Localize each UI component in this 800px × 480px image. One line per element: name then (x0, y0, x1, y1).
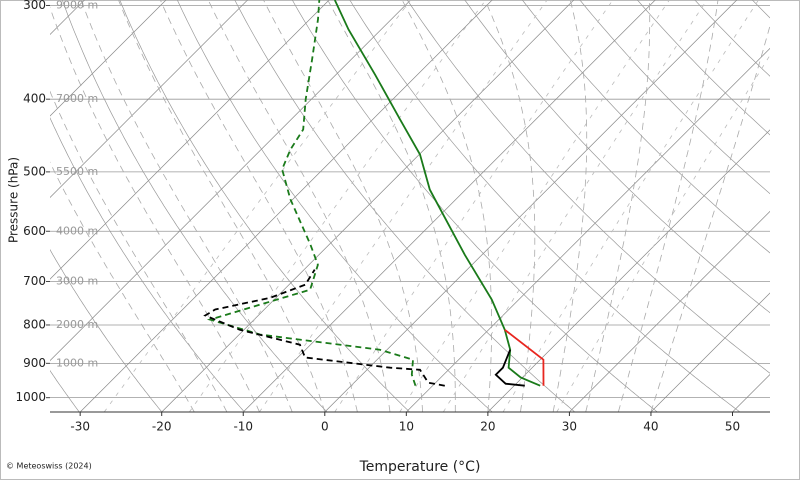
profile-line (494, 349, 525, 387)
moist-adiabat (585, 0, 651, 412)
isotherm (50, 0, 167, 117)
profile-line (333, 0, 541, 387)
moist-adiabat (118, 0, 326, 412)
height-label: 9000 m (56, 0, 98, 11)
y-tick-label: 900 (23, 356, 46, 370)
x-tick-label: 50 (725, 420, 740, 434)
y-tick-label: 700 (23, 274, 46, 288)
height-label: 2000 m (56, 318, 98, 331)
x-tick-label: 0 (321, 420, 329, 434)
dry-adiabat (176, 0, 493, 412)
mixing-ratio-line (189, 0, 487, 412)
y-tick-label: 300 (23, 0, 46, 12)
background-lines (50, 0, 770, 412)
isotherm (50, 0, 248, 199)
mixing-ratio-line (103, 0, 412, 412)
isotherm (79, 0, 493, 412)
height-label: 7000 m (56, 92, 98, 105)
height-label: 4000 m (56, 224, 98, 237)
isotherm (406, 47, 770, 412)
mixing-ratio-line (502, 0, 759, 412)
height-label: 5500 m (56, 165, 98, 178)
moist-adiabat (80, 0, 293, 412)
isotherm (569, 210, 770, 412)
isotherm (487, 129, 770, 412)
moist-adiabat (50, 90, 228, 412)
y-tick-label: 800 (23, 317, 46, 331)
dry-adiabat (234, 0, 575, 412)
dry-adiabat (50, 117, 245, 412)
dry-adiabat (349, 0, 741, 412)
moist-adiabat (50, 161, 195, 412)
profiles (203, 0, 545, 387)
dry-adiabat (579, 0, 770, 195)
x-tick-label: -30 (70, 420, 90, 434)
y-tick-label: 500 (23, 164, 46, 178)
isotherm (161, 0, 574, 412)
profile-line (504, 329, 545, 386)
x-tick-label: -20 (152, 420, 172, 434)
isotherm (650, 292, 770, 412)
isotherm (50, 0, 411, 362)
moist-adiabat (327, 0, 456, 412)
x-tick-label: 20 (480, 420, 495, 434)
x-tick-label: -10 (233, 420, 253, 434)
dry-adiabat (406, 0, 770, 374)
x-tick-label: 30 (562, 420, 577, 434)
height-label: 3000 m (56, 274, 98, 287)
y-tick-label: 400 (23, 92, 46, 106)
isotherm (324, 0, 738, 412)
dry-adiabat (521, 0, 770, 254)
credit: © Meteoswiss (2024) (6, 462, 92, 471)
isotherm (50, 0, 330, 280)
y-axis-label: Pressure (hPa) (7, 157, 21, 243)
dry-adiabat (291, 0, 658, 412)
height-label: 1000 m (56, 356, 98, 369)
moist-adiabat (207, 0, 391, 412)
y-tick-label: 1000 (15, 390, 46, 404)
mixing-ratio-line (334, 0, 614, 412)
profile-line (203, 269, 445, 387)
moist-adiabat (552, 0, 588, 412)
x-axis-label: Temperature (°C) (359, 459, 481, 475)
y-tick-label: 600 (23, 224, 46, 238)
mixing-ratio-line (259, 0, 548, 412)
dry-adiabat (50, 249, 163, 412)
moist-adiabat (401, 0, 493, 412)
moist-adiabat (650, 24, 770, 412)
moist-adiabat (159, 0, 358, 412)
x-tick-label: 40 (643, 420, 658, 434)
mixing-ratio-line (399, 0, 670, 412)
dry-adiabat (119, 0, 410, 412)
dry-adiabat (61, 0, 328, 412)
x-tick-label: 10 (399, 420, 414, 434)
dry-adiabat (464, 0, 770, 314)
isotherm (243, 0, 656, 412)
mixing-ratio-line (442, 0, 708, 412)
